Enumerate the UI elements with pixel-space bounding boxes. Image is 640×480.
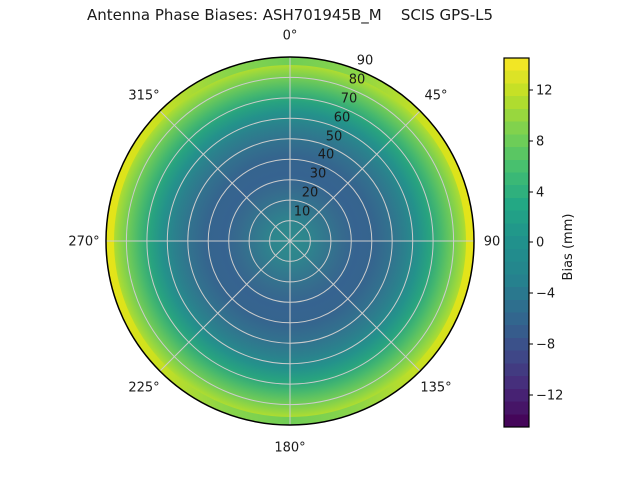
colorbar-axis-label: Bias (mm) — [561, 214, 576, 281]
colorbar-tick-label: −12 — [536, 389, 563, 404]
radial-tick-label: 50 — [326, 130, 343, 145]
colorbar-tick-label: 0 — [536, 236, 544, 251]
polar-grid-spoke — [289, 240, 421, 372]
angular-tick-label: 0° — [283, 29, 298, 44]
colorbar-tick-label: −4 — [536, 287, 555, 302]
angular-tick-labels: 0° 45° 90 135° 180° 225° 270° 315° — [68, 29, 500, 456]
polar-grid-spoke — [159, 240, 291, 372]
colorbar-ticks — [529, 89, 533, 396]
polar-grid-spoke — [159, 110, 291, 242]
chart-title: Antenna Phase Biases: ASH701945B_M SCIS … — [86, 6, 494, 24]
colorbar-tick-label: 12 — [536, 84, 553, 99]
radial-tick-label: 20 — [302, 186, 319, 201]
colorbar-tick-label: 8 — [536, 135, 544, 150]
angular-tick-label: 270° — [68, 235, 99, 250]
radial-tick-labels: 10 20 30 40 50 60 70 80 90 — [294, 54, 374, 220]
colorbar-tick-label: 4 — [536, 186, 544, 201]
colorbar-tick-labels: 12 8 4 0 −4 −8 −12 — [536, 84, 563, 404]
angular-tick-label: 135° — [420, 381, 451, 396]
radial-tick-label: 40 — [318, 148, 335, 163]
polar-grid-spokes — [106, 57, 474, 425]
radial-tick-label: 90 — [357, 54, 374, 69]
radial-tick-label: 30 — [310, 167, 327, 182]
angular-tick-label: 225° — [128, 381, 159, 396]
angular-tick-label: 45° — [424, 89, 447, 104]
colorbar-tick-label: −8 — [536, 338, 555, 353]
radial-tick-label: 10 — [294, 205, 311, 220]
polar-grid-spoke — [289, 110, 421, 242]
angular-tick-label: 90 — [484, 235, 501, 250]
angular-tick-label: 180° — [274, 441, 305, 456]
radial-tick-label: 70 — [341, 92, 358, 107]
colorbar — [503, 57, 530, 428]
polar-outline — [105, 56, 475, 426]
radial-tick-label: 80 — [349, 73, 366, 88]
angular-tick-label: 315° — [128, 89, 159, 104]
radial-tick-label: 60 — [334, 111, 351, 126]
